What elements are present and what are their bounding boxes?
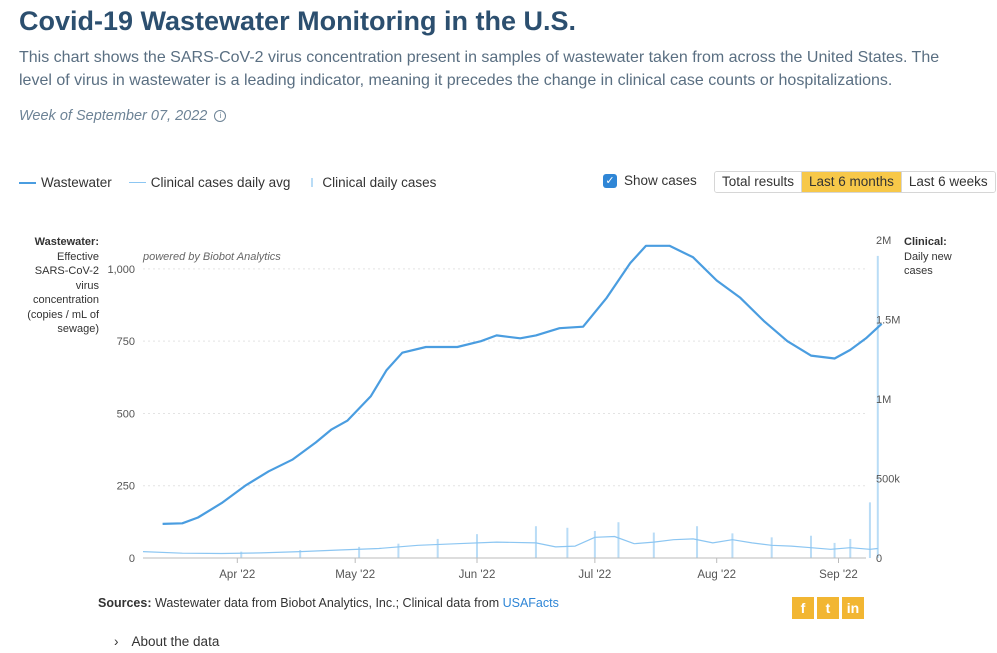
info-icon[interactable]: i <box>214 110 227 122</box>
show-cases-toggle[interactable]: ✓ Show cases <box>603 173 697 188</box>
sources-line: Sources: Wastewater data from Biobot Ana… <box>98 596 559 610</box>
left-axis-title: Wastewater: Effective SARS-CoV-2 virus c… <box>27 236 99 335</box>
x-tick-label: Jun '22 <box>459 569 496 581</box>
clinical-daily-bar <box>240 551 243 558</box>
wastewater-line <box>162 244 883 525</box>
left-tick-label: 250 <box>117 481 135 493</box>
legend-clinical-daily[interactable]: Clinical daily cases <box>307 175 436 190</box>
right-tick-label: 1M <box>876 394 891 406</box>
wastewater-chart: 0 250 500 750 1,000 0 500k 1M 1.5M 2M Apr '22 May '… <box>107 235 900 581</box>
clinical-daily-bar <box>809 535 812 558</box>
checkbox-checked-icon[interactable]: ✓ <box>603 173 617 188</box>
clinical-avg-swatch-icon <box>128 182 146 183</box>
legend-wastewater[interactable]: Wastewater <box>19 175 112 190</box>
clinical-daily-bar <box>358 546 361 558</box>
week-label: Week of September 07, 2022 i <box>19 108 227 124</box>
x-tick-label: May '22 <box>335 569 375 581</box>
chevron-right-icon: › <box>114 634 119 649</box>
clinical-daily-bar <box>566 527 569 558</box>
usafacts-link[interactable]: USAFacts <box>502 596 559 610</box>
clinical-daily-bar <box>849 538 852 558</box>
range-selector: Total results Last 6 months Last 6 weeks <box>714 171 996 193</box>
clinical-daily-bar <box>868 502 871 558</box>
clinical-avg-line <box>142 535 878 555</box>
clinical-daily-bar <box>731 533 734 558</box>
x-tick-label: Apr '22 <box>219 569 255 581</box>
clinical-daily-bar <box>397 543 400 558</box>
linkedin-icon[interactable]: in <box>842 597 864 619</box>
x-tick-label: Aug '22 <box>697 569 736 581</box>
clinical-daily-bar <box>593 530 596 558</box>
facebook-icon[interactable]: f <box>792 597 814 619</box>
clinical-daily-bar <box>876 255 879 558</box>
left-tick-label: 0 <box>129 553 135 565</box>
watermark-text: powered by Biobot Analytics <box>142 251 281 263</box>
clinical-daily-bar <box>652 532 655 558</box>
about-the-data-toggle[interactable]: › About the data <box>114 634 220 649</box>
page-title: Covid-19 Wastewater Monitoring in the U.… <box>19 6 577 36</box>
range-total-button[interactable]: Total results <box>715 172 802 192</box>
clinical-bar-swatch-icon <box>311 178 314 187</box>
clinical-daily-bar <box>475 534 478 558</box>
clinical-daily-bar <box>833 542 836 558</box>
clinical-daily-bar <box>770 537 773 558</box>
right-axis-title: Clinical: Daily new cases <box>904 236 952 277</box>
x-tick-label: Jul '22 <box>578 569 611 581</box>
range-6-months-button[interactable]: Last 6 months <box>801 172 901 192</box>
wastewater-swatch-icon <box>19 181 36 184</box>
clinical-daily-bar <box>436 538 439 558</box>
twitter-icon[interactable]: t <box>817 597 839 619</box>
range-6-weeks-button[interactable]: Last 6 weeks <box>900 172 995 192</box>
right-tick-label: 1.5M <box>876 315 900 327</box>
right-tick-label: 2M <box>876 235 891 247</box>
left-tick-label: 500 <box>117 408 135 420</box>
week-text: Week of September 07, 2022 <box>19 108 208 124</box>
chart-legend: Wastewater Clinical cases daily avg Clin… <box>19 175 453 190</box>
left-tick-label: 1,000 <box>107 264 135 276</box>
x-tick-label: Sep '22 <box>819 569 858 581</box>
right-tick-label: 500k <box>876 474 900 486</box>
social-share: f t in <box>792 597 864 619</box>
left-tick-label: 750 <box>117 336 135 348</box>
right-tick-label: 0 <box>876 553 882 565</box>
page-description: This chart shows the SARS-CoV-2 virus co… <box>19 49 940 89</box>
clinical-daily-bar <box>534 526 537 558</box>
legend-clinical-avg[interactable]: Clinical cases daily avg <box>128 175 290 190</box>
clinical-daily-bar <box>617 522 620 558</box>
show-cases-label: Show cases <box>624 173 697 188</box>
clinical-daily-bar <box>696 526 699 558</box>
clinical-daily-bar <box>299 550 302 558</box>
